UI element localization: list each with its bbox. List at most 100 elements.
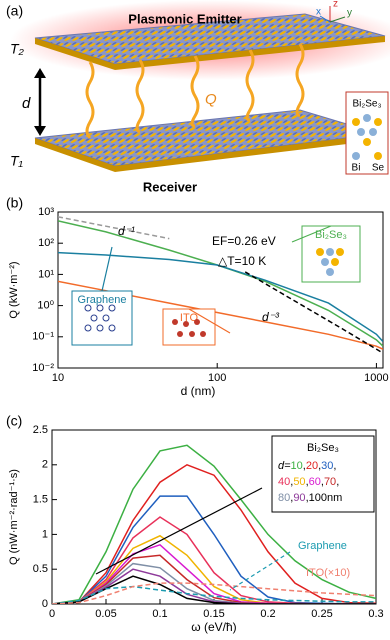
x-tick-label: 1000 [364,372,388,384]
emitter-label: Plasmonic Emitter [128,11,241,26]
panel-label: (b) [6,195,23,211]
legend-separator: , [290,492,293,504]
series-line [58,216,170,240]
y-tick-label: 10⁰ [37,300,54,312]
legend-title: Bi₂Se₃ [307,442,339,454]
series-line [244,271,383,354]
icon-atom [326,268,334,276]
x-tick-label: 0.1 [152,608,167,620]
d-label: d [22,95,31,112]
icon-atom [96,324,104,332]
legend-row: 40,50,60,70, [278,476,339,488]
legend-entry: 70 [324,476,336,488]
heat-waves [85,43,305,140]
legend-pointer [291,225,332,243]
series-line [52,463,376,604]
legend-entry: 50 [293,476,305,488]
inset-se: Se [372,163,385,174]
icon-atom [84,304,92,312]
series-label: d⁻³ [262,310,280,324]
plot-frame [57,211,384,369]
series-label: Graphene [298,540,347,552]
icon-atom [331,258,339,266]
legend-entry: 90 [293,492,305,504]
legend-pointer [101,246,113,292]
legend-entry: 80 [278,492,290,504]
series-label: ITO(×10) [306,567,350,579]
y-tick-label: 0 [42,598,48,610]
legend-box [71,290,133,346]
legend-unit: nm [327,492,342,504]
legend-separator: , [318,460,321,472]
y-axis-label: Q (kW·m⁻²) [8,261,20,318]
icon-atom [108,304,116,312]
series-line [52,562,376,604]
y-tick-label: 0.5 [33,563,48,575]
y-tick-label: 10² [38,237,54,249]
icon-atom [177,331,183,337]
series-line [52,582,376,604]
legend-entry: 10 [291,460,303,472]
x-tick-label: 0.2 [260,608,275,620]
series-line [52,585,376,604]
arrow-head [34,68,46,78]
icon-atom [108,324,116,332]
x-tick-label: 0.3 [368,608,383,620]
icon-atom [336,248,344,256]
icon-atom [183,321,189,327]
legend-pointer [229,551,291,591]
icon-atom [189,331,195,337]
inset-atoms [352,114,382,160]
icon-atom [316,248,324,256]
series-line [52,543,376,604]
y-tick-label: 2.5 [33,424,48,436]
y-tick-label: 2 [42,459,48,471]
legend-separator: , [321,476,324,488]
series-label: d⁻¹ [118,224,135,238]
x-axis-label: ω (eV/ħ) [191,620,236,634]
y-tick-label: 10⁻² [32,362,54,374]
legend-separator: , [290,476,293,488]
icon-atom [96,304,104,312]
legend-box [271,435,375,513]
x-tick-label: 10 [52,372,64,384]
axis-label: y [347,8,352,19]
icon-atom [172,319,178,325]
axis-x [319,15,331,23]
legend-separator: , [333,460,336,472]
legend-row: 80,90,100nm [278,492,342,504]
x-axis-label: d (nm) [181,384,216,398]
arrow-head [34,126,46,136]
legend-pointer [95,487,263,575]
legend-entry: 20 [306,460,318,472]
panel-label: (c) [6,413,22,429]
legend-box [162,308,216,346]
icon-atom [200,331,206,337]
y-tick-label: 1.5 [33,494,48,506]
y-axis-label: Q (nW·m⁻²·rad⁻¹·s) [8,469,20,565]
icon-atom [84,324,92,332]
legend-entry: 40 [278,476,290,488]
t1-label: T₁ [10,153,24,169]
annotation: △T=10 K [218,254,266,268]
icon-atom [102,314,110,322]
axis-label: x [316,7,321,18]
y-tick-label: 1 [42,528,48,540]
series-line [52,554,376,604]
series-line [58,251,383,343]
legend-separator: , [336,476,339,488]
y-tick-label: 10³ [38,206,54,218]
legend-label: Graphene [78,294,127,306]
legend-separator: , [306,476,309,488]
x-tick-label: 0.25 [311,608,332,620]
y-tick-label: 10⁻¹ [32,331,54,343]
axis-y [329,16,346,23]
axis-label: z [333,0,338,10]
q-label: Q [205,91,217,108]
y-tick-label: 10¹ [38,268,54,280]
legend-pointer [188,308,231,334]
legend-label: ITO [180,312,199,324]
legend-entry: 60 [309,476,321,488]
legend-entry: 100 [309,492,327,504]
